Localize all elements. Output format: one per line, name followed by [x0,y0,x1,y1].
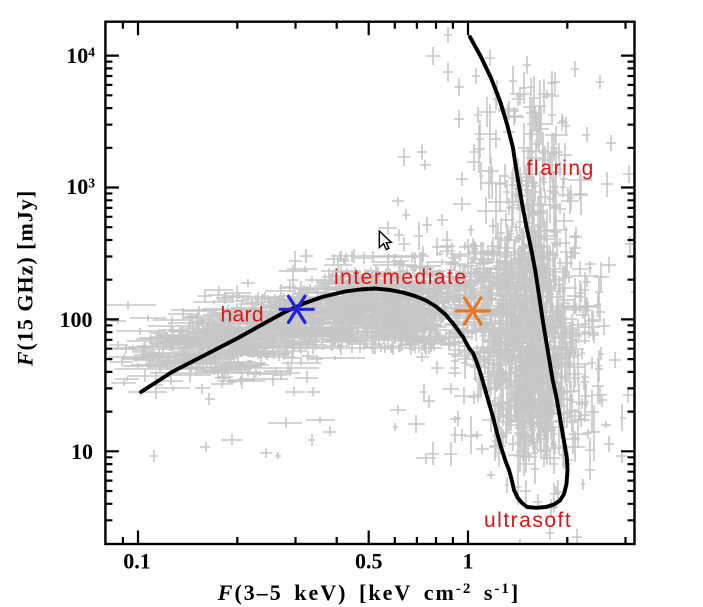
svg-text:ultrasoft: ultrasoft [484,509,572,532]
svg-text:0.1: 0.1 [123,549,151,574]
svg-text:F(15 GHz) [mJy]: F(15 GHz) [mJy] [13,190,38,367]
svg-text:0.5: 0.5 [355,549,383,574]
svg-text:flaring: flaring [527,157,595,180]
svg-text:100: 100 [60,307,93,332]
svg-text:hard: hard [221,304,264,327]
svg-text:intermediate: intermediate [334,266,468,289]
svg-text:F(3–5 keV) [keV cm-2 s-1]: F(3–5 keV) [keV cm-2 s-1] [217,580,520,605]
svg-text:10: 10 [71,439,93,464]
svg-text:1: 1 [463,549,474,574]
